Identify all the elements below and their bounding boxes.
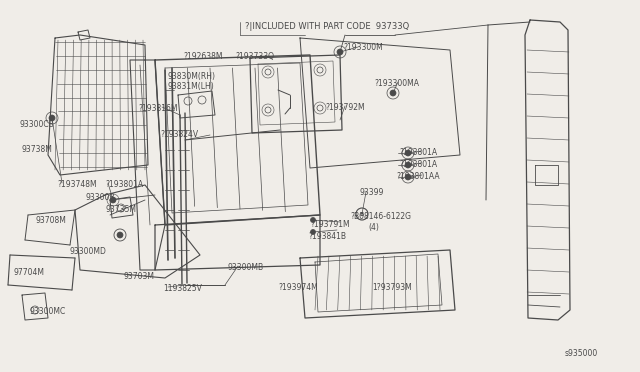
- Text: 1?93793M: 1?93793M: [372, 283, 412, 292]
- Polygon shape: [110, 197, 133, 218]
- Circle shape: [117, 232, 123, 238]
- Circle shape: [405, 150, 411, 156]
- Polygon shape: [48, 35, 148, 175]
- Polygon shape: [535, 165, 558, 185]
- Text: 93300MD: 93300MD: [70, 247, 107, 256]
- Text: ?193801A: ?193801A: [399, 160, 437, 169]
- Text: B: B: [360, 212, 364, 217]
- Text: ?193733Q: ?193733Q: [235, 52, 274, 61]
- Text: ?193841B: ?193841B: [308, 232, 346, 241]
- Text: 93399: 93399: [359, 188, 383, 197]
- Text: 93735M: 93735M: [105, 205, 136, 214]
- Text: s935000: s935000: [565, 349, 598, 358]
- Text: ?192638M: ?192638M: [183, 52, 223, 61]
- Polygon shape: [155, 55, 320, 225]
- Text: ?193974M: ?193974M: [278, 283, 317, 292]
- Text: 93300MB: 93300MB: [228, 263, 264, 272]
- Polygon shape: [300, 250, 455, 318]
- Polygon shape: [525, 20, 570, 320]
- Text: 93300MC: 93300MC: [30, 307, 67, 316]
- Text: 93703M: 93703M: [124, 272, 155, 281]
- Polygon shape: [250, 55, 342, 133]
- Circle shape: [110, 197, 116, 203]
- Polygon shape: [155, 215, 320, 270]
- Text: 93300CB: 93300CB: [20, 120, 55, 129]
- Polygon shape: [178, 91, 215, 118]
- Circle shape: [405, 162, 411, 168]
- Text: ?193791M: ?193791M: [310, 220, 349, 229]
- Text: ?193792M: ?193792M: [325, 103, 365, 112]
- Text: ?B08146-6122G: ?B08146-6122G: [350, 212, 411, 221]
- Circle shape: [337, 49, 343, 55]
- Circle shape: [49, 115, 55, 121]
- Text: 93830M(RH): 93830M(RH): [168, 72, 216, 81]
- Text: ?193801AA: ?193801AA: [396, 172, 440, 181]
- Circle shape: [310, 218, 316, 222]
- Text: 93300B: 93300B: [85, 193, 115, 202]
- Text: ?193801A: ?193801A: [105, 180, 143, 189]
- Circle shape: [405, 174, 411, 180]
- Text: 1193825V: 1193825V: [163, 284, 202, 293]
- Polygon shape: [78, 30, 90, 40]
- Text: ?193300M: ?193300M: [343, 43, 383, 52]
- Text: ?193824V: ?193824V: [160, 130, 198, 139]
- Text: 97704M: 97704M: [14, 268, 45, 277]
- Text: ?193801A: ?193801A: [399, 148, 437, 157]
- Text: ?193300MA: ?193300MA: [374, 79, 419, 88]
- Text: ?|INCLUDED WITH PART CODE  93733Q: ?|INCLUDED WITH PART CODE 93733Q: [245, 22, 409, 31]
- Polygon shape: [22, 293, 48, 320]
- Circle shape: [390, 90, 396, 96]
- Text: ?193748M: ?193748M: [57, 180, 97, 189]
- Text: 93831M(LH): 93831M(LH): [168, 82, 215, 91]
- Polygon shape: [75, 185, 200, 278]
- Circle shape: [310, 230, 316, 234]
- Text: ?193816M: ?193816M: [138, 104, 177, 113]
- Polygon shape: [130, 60, 165, 270]
- Text: 93708M: 93708M: [35, 216, 66, 225]
- Text: (4): (4): [368, 223, 379, 232]
- Text: 93738M: 93738M: [22, 145, 53, 154]
